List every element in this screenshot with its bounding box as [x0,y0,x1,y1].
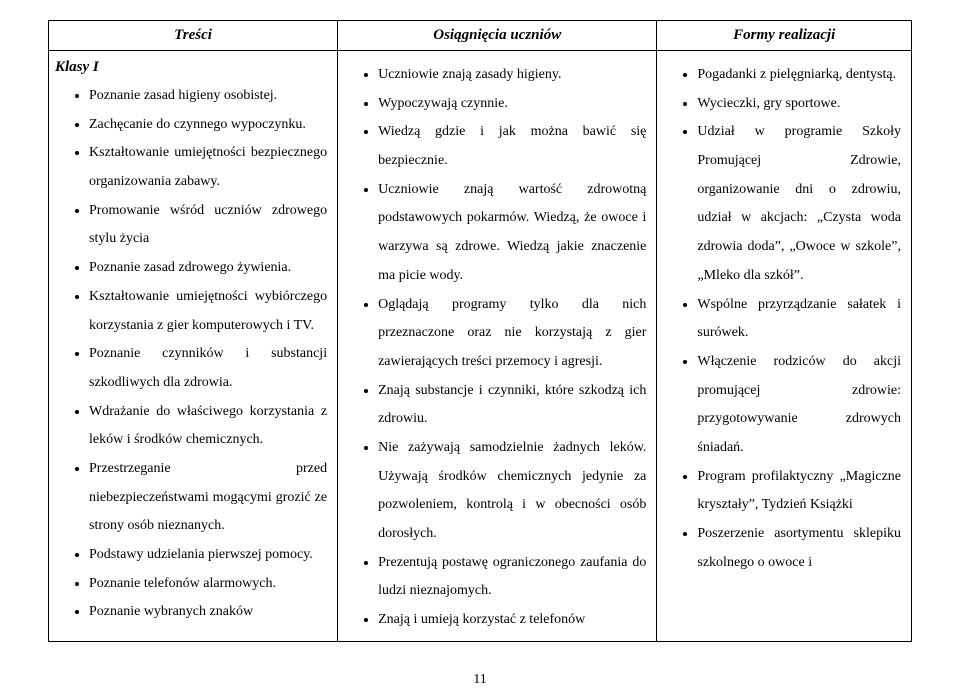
list-item: Prezentują postawę ograniczonego zaufani… [378,549,646,606]
list-item: Przestrzeganie przed niebezpieczeństwami… [89,455,327,541]
list-item: Poznanie wybranych znaków [89,598,327,627]
list-item: Zachęcanie do czynnego wypoczynku. [89,111,327,140]
list-item: Znają substancje i czynniki, które szkod… [378,377,646,434]
list-item: Nie zażywają samodzielnie żadnych leków.… [378,434,646,549]
list-item: Kształtowanie umiejętności bezpiecznego … [89,139,327,196]
col3-list: Pogadanki z pielęgniarką, dentystą.Wycie… [663,61,901,577]
list-item: Oglądają programy tylko dla nich przezna… [378,291,646,377]
cell-col3: Pogadanki z pielęgniarką, dentystą.Wycie… [657,51,912,642]
list-item: Udział w programie Szkoły Promującej Zdr… [697,118,901,290]
list-item: Uczniowie znają wartość zdrowotną podsta… [378,176,646,291]
list-item: Promowanie wśród uczniów zdrowego stylu … [89,197,327,254]
list-item: Podstawy udzielania pierwszej pomocy. [89,541,327,570]
cell-col2: Uczniowie znają zasady higieny. Wypoczyw… [338,51,657,642]
list-item: Pogadanki z pielęgniarką, dentystą. [697,61,901,90]
list-item: Włączenie rodziców do akcji promującej z… [697,348,901,463]
list-item: Poszerzenie asortymentu sklepiku szkolne… [697,520,901,577]
list-item: Kształtowanie umiejętności wybiórczego k… [89,283,327,340]
class-label: Klasy I [55,57,327,82]
list-item: Uczniowie znają zasady higieny. [378,61,646,90]
col2-list: Uczniowie znają zasady higieny. Wypoczyw… [344,61,646,635]
list-item: Wypoczywają czynnie. [378,90,646,119]
header-col2: Osiągnięcia uczniów [338,21,657,51]
header-col3: Formy realizacji [657,21,912,51]
list-item: Wdrażanie do właściwego korzystania z le… [89,398,327,455]
content-table: Treści Osiągnięcia uczniów Formy realiza… [48,20,912,642]
list-item: Poznanie zasad higieny osobistej. [89,82,327,111]
table-header-row: Treści Osiągnięcia uczniów Formy realiza… [49,21,912,51]
list-item: Program profilaktyczny „Magiczne kryszta… [697,463,901,520]
list-item: Poznanie czynników i substancji szkodliw… [89,340,327,397]
page-number: 11 [0,672,960,688]
col1-list: Poznanie zasad higieny osobistej.Zachęca… [55,82,327,627]
list-item: Wspólne przyrządzanie sałatek i surówek. [697,291,901,348]
list-item: Poznanie telefonów alarmowych. [89,570,327,599]
list-item: Wiedzą gdzie i jak można bawić się bezpi… [378,118,646,175]
list-item: Znają i umieją korzystać z telefonów [378,606,646,635]
header-col1: Treści [49,21,338,51]
cell-col1: Klasy I Poznanie zasad higieny osobistej… [49,51,338,642]
table-body-row: Klasy I Poznanie zasad higieny osobistej… [49,51,912,642]
list-item: Wycieczki, gry sportowe. [697,90,901,119]
list-item: Poznanie zasad zdrowego żywienia. [89,254,327,283]
